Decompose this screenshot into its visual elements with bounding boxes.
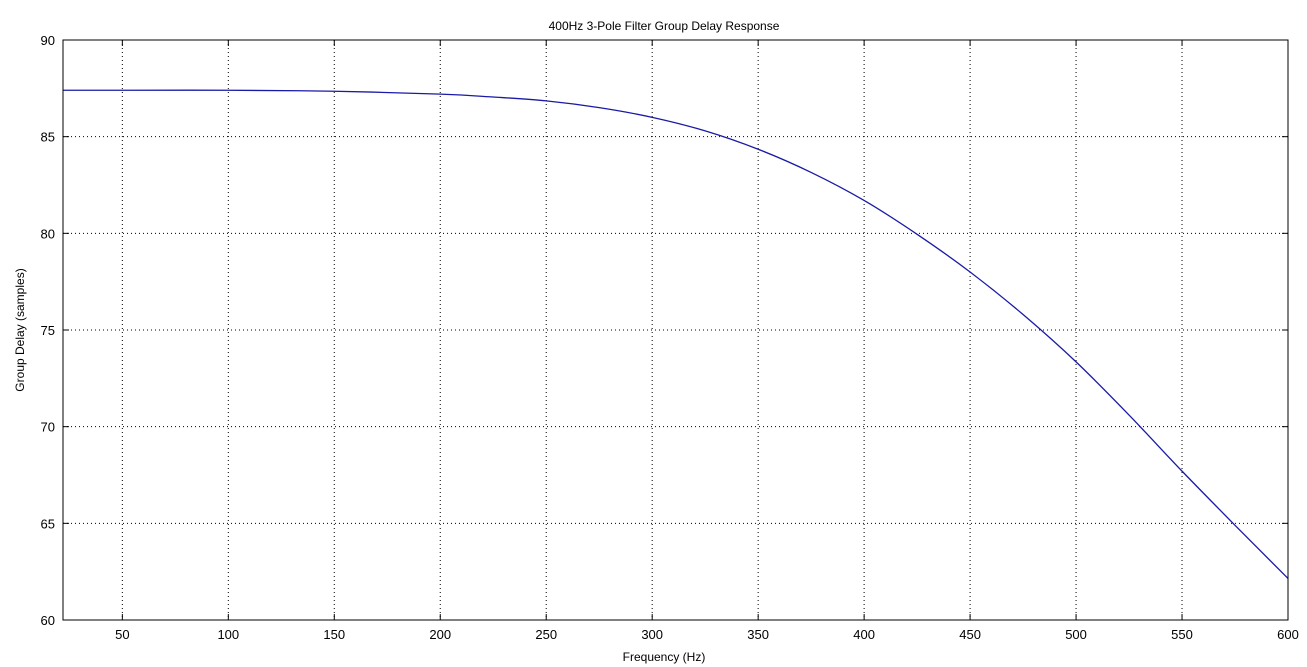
y-tick-label: 80 bbox=[41, 226, 55, 241]
x-tick-label: 250 bbox=[535, 627, 557, 642]
x-tick-label: 100 bbox=[217, 627, 239, 642]
x-tick-label: 50 bbox=[115, 627, 129, 642]
plot-lines bbox=[63, 89, 1289, 579]
x-tick-label: 600 bbox=[1277, 627, 1299, 642]
y-tick-label: 65 bbox=[41, 516, 55, 531]
y-tick-label: 60 bbox=[41, 613, 55, 628]
y-tick-label: 85 bbox=[41, 130, 55, 145]
series-line bbox=[63, 89, 1289, 579]
chart-title: 400Hz 3-Pole Filter Group Delay Response bbox=[549, 19, 780, 33]
grid-lines bbox=[63, 40, 1288, 620]
y-tick-label: 70 bbox=[41, 420, 55, 435]
y-tick-label: 75 bbox=[41, 323, 55, 338]
axis-ticks: 50 100 150 200 250 300 350 400 450 500 550 600 60 65 7… bbox=[41, 33, 1299, 642]
x-tick-label: 450 bbox=[959, 627, 981, 642]
x-tick-label: 400 bbox=[853, 627, 875, 642]
y-axis-label: Group Delay (samples) bbox=[13, 268, 27, 391]
y-tick-label: 90 bbox=[41, 33, 55, 48]
x-tick-label: 300 bbox=[641, 627, 663, 642]
x-tick-label: 500 bbox=[1065, 627, 1087, 642]
x-axis-label: Frequency (Hz) bbox=[623, 650, 706, 664]
x-tick-label: 550 bbox=[1171, 627, 1193, 642]
x-tick-label: 350 bbox=[747, 627, 769, 642]
x-tick-label: 150 bbox=[323, 627, 345, 642]
x-tick-label: 200 bbox=[429, 627, 451, 642]
